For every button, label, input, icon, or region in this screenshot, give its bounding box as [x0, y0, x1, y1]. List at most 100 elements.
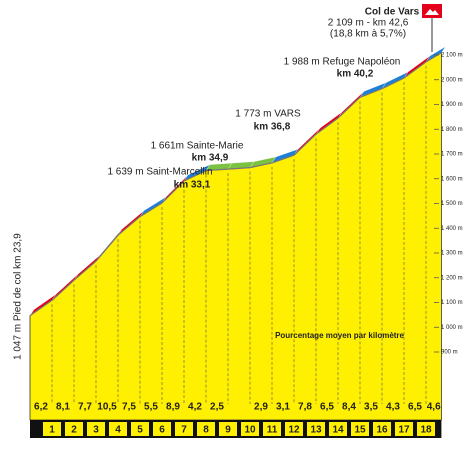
x-tick-label: 3 [93, 425, 99, 436]
waypoint-km: km 33,1 [174, 180, 211, 191]
y-tick-label: 1 800 m [441, 127, 463, 133]
x-tick-label: 18 [420, 425, 432, 436]
km-box [241, 422, 259, 436]
gradient-label: 4,6 [427, 402, 441, 413]
summit-info: 2 109 m - km 42,6 [328, 18, 409, 29]
x-tick-label: 1 [49, 425, 55, 436]
x-tick-label: 10 [244, 425, 256, 436]
y-tick-label: 1 700 m [441, 152, 463, 158]
summit-info: (18,8 km à 5,7%) [330, 29, 406, 40]
slab-edge [381, 77, 405, 90]
summit-name: Col de Vars [365, 7, 420, 18]
x-tick-label: 16 [376, 425, 388, 436]
slab-edge [359, 88, 383, 98]
gradient-label: 3,5 [364, 402, 378, 413]
y-tick-label: 1 100 m [441, 300, 463, 306]
x-tick-label: 5 [137, 425, 143, 436]
y-tick-label: 2 100 m [441, 53, 463, 59]
waypoint-label: 1 661m Sainte-Marie [151, 141, 244, 152]
gradient-label: 5,5 [144, 402, 158, 413]
slab-edge [161, 180, 185, 204]
y-tick-label: 1 900 m [441, 102, 463, 108]
gradient-label: 8,9 [166, 402, 180, 413]
slab-edge [51, 279, 75, 301]
km-box [263, 422, 281, 436]
km-box [373, 422, 391, 436]
slab-edge [139, 202, 163, 218]
y-tick-label: 1 400 m [441, 226, 463, 232]
slab-edge [117, 216, 141, 236]
plot: 6,2 8,1 7,7 10,5 7,5 5,5 8,9 4,2 2,5 2,9 3,1 7,8 6,5… [29, 46, 463, 438]
slab-edge [205, 168, 229, 172]
slab-edge [227, 167, 251, 170]
waypoint-km: km 36,8 [254, 122, 291, 133]
gradient-label: 7,8 [298, 402, 312, 413]
gradient-note: Pourcentage moyen par kilomètre [275, 331, 404, 340]
slab-edge [249, 162, 273, 169]
km-box [131, 422, 149, 436]
gradient-label: 6,5 [320, 402, 334, 413]
x-tick-label: 17 [398, 425, 410, 436]
gradient-label: 7,5 [122, 402, 136, 413]
km-box [329, 422, 347, 436]
waypoint-label: 1 773 m VARS [235, 109, 301, 120]
slab-edge [95, 234, 119, 262]
y-tick-label: 900 m [441, 350, 458, 356]
gradient-label: 10,5 [97, 402, 117, 413]
x-tick-label: 11 [267, 425, 278, 436]
km-box [285, 422, 303, 436]
km-box [219, 422, 237, 436]
km-box [87, 422, 105, 436]
x-tick-label: 2 [71, 425, 77, 436]
slab-edge [29, 299, 53, 317]
x-tick-label: 13 [310, 425, 322, 436]
y-tick-label: 1 300 m [441, 251, 463, 257]
slab-edge [271, 154, 295, 164]
x-tick-label: 14 [332, 425, 344, 436]
gradient-label: 7,7 [78, 402, 92, 413]
y-tick-label: 2 000 m [441, 77, 463, 83]
summit-flag [422, 4, 442, 52]
y-tick-label: 1 000 m [441, 325, 463, 331]
km-box [351, 422, 369, 436]
x-tick-label: 9 [225, 425, 231, 436]
waypoint-label: 1 639 m Saint-Marcellin [107, 167, 212, 178]
slab-edge [183, 170, 207, 182]
gradient-label: 3,1 [276, 402, 290, 413]
km-box [175, 422, 193, 436]
km-box [65, 422, 83, 436]
slab-edge [293, 133, 317, 156]
slab-edge [425, 52, 442, 63]
x-tick-label: 4 [115, 425, 121, 436]
x-tick-label: 6 [159, 425, 165, 436]
km-box [153, 422, 171, 436]
gradient-label: 6,5 [408, 402, 422, 413]
y-tick-label: 1 500 m [441, 201, 463, 207]
x-tick-label: 15 [354, 425, 366, 436]
gradient-label: 2,5 [210, 402, 224, 413]
waypoint-km: km 40,2 [337, 69, 374, 80]
gradient-label: 4,3 [386, 402, 400, 413]
km-box [43, 422, 61, 436]
waypoint-label: 1 988 m Refuge Napoléon [284, 57, 401, 68]
y-tick-label: 1 200 m [441, 275, 463, 281]
waypoint-km: km 34,9 [192, 153, 229, 164]
gradient-label: 2,9 [254, 402, 268, 413]
start-label: 1 047 m Pied de col km 23,9 [13, 233, 24, 360]
km-box [109, 422, 127, 436]
y-tick-label: 1 600 m [441, 176, 463, 182]
gradient-label: 8,4 [342, 402, 356, 413]
gradient-label: 6,2 [34, 402, 48, 413]
gradient-label: 4,2 [188, 402, 202, 413]
slab-edge [403, 61, 427, 79]
x-tick-label: 7 [181, 425, 187, 436]
km-box [417, 422, 435, 436]
x-tick-label: 8 [203, 425, 209, 436]
slab-edge [315, 117, 339, 135]
slab-edge [337, 96, 361, 119]
gradient-label: 8,1 [56, 402, 70, 413]
km-box [307, 422, 325, 436]
x-tick-label: 12 [288, 425, 300, 436]
km-box [395, 422, 413, 436]
